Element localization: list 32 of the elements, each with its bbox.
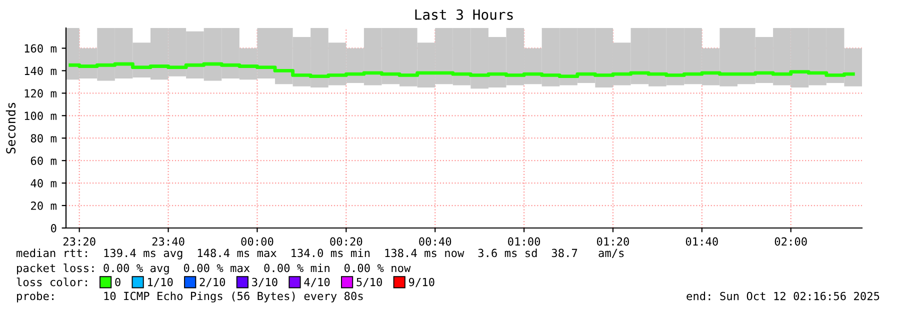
text: end: Sun Oct 12 02:16:56 2025 <box>686 292 880 300</box>
text: packet loss: 0.00 % avg 0.00 % max 0.00 % min 0.00 % now <box>17 264 411 274</box>
y-tick-label: 80 m <box>30 134 56 143</box>
y-axis-title: Seconds <box>6 102 16 154</box>
legend-label: 5/10 <box>356 278 382 288</box>
text: probe: 10 ICMP Echo Pings (56 Bytes) every 80s <box>17 292 363 302</box>
chart-title: Last 3 Hours <box>415 9 513 20</box>
y-tick-label: 120 m <box>24 89 56 98</box>
text: median rtt: 139.4 ms avg 148.4 ms max 134.0 ms min 138.4 ms now 3.6 ms sd 38.7 am/s <box>16 248 624 260</box>
y-tick-label: 160 m <box>24 44 56 53</box>
y-tick-label: 60 m <box>30 156 56 165</box>
x-tick-label: 01:00 <box>508 237 540 246</box>
y-tick-label: 40 m <box>30 179 56 188</box>
y-tick-label: 0 <box>51 224 56 232</box>
x-tick-label: 23:40 <box>152 237 184 246</box>
y-tick-label: 20 m <box>31 202 56 210</box>
legend-label: 1/10 <box>148 278 173 288</box>
x-tick-label: 00:20 <box>330 237 362 246</box>
x-tick-label: 00:40 <box>419 237 452 246</box>
y-tick-label: 140 m <box>24 66 56 76</box>
text: loss color: <box>16 278 87 286</box>
x-tick-label: 01:40 <box>686 237 718 246</box>
x-tick-label: 23:20 <box>63 237 96 246</box>
legend-label: 9/10 <box>408 278 434 288</box>
legend-label: 2/10 <box>200 278 226 288</box>
legend-label: 4/10 <box>304 278 330 288</box>
legend-label: 0 <box>115 278 120 286</box>
x-tick-label: 00:00 <box>241 237 274 246</box>
legend-label: 3/10 <box>252 278 278 288</box>
x-tick-label: 01:20 <box>596 237 629 246</box>
x-tick-label: 02:00 <box>774 237 807 246</box>
y-tick-label: 100 m <box>24 112 56 120</box>
